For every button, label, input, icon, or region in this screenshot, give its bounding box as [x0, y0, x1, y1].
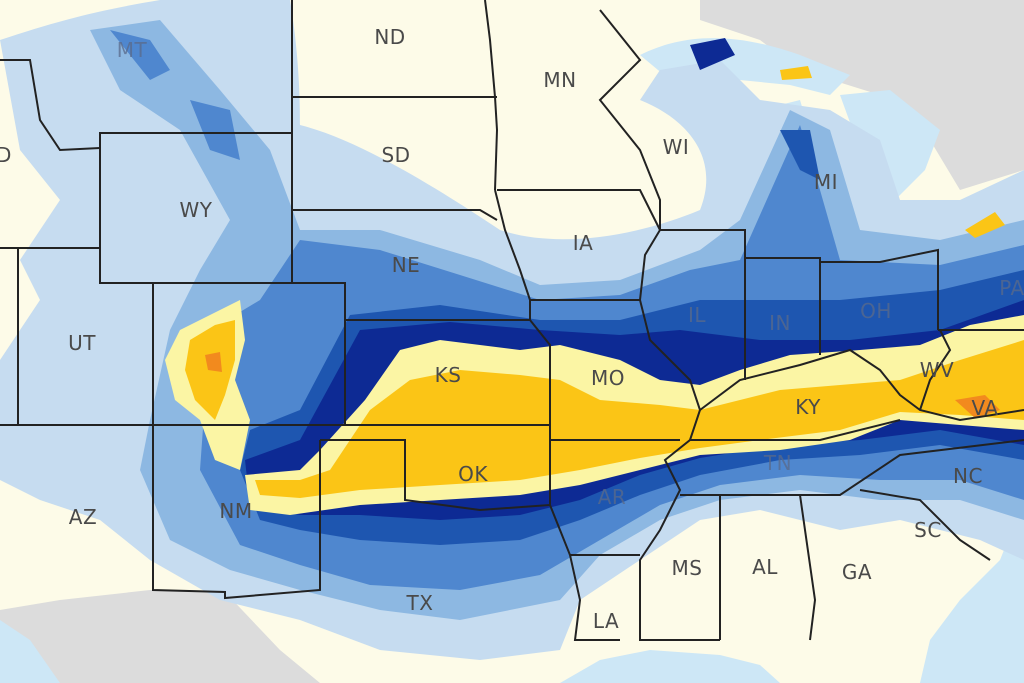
state-label-in: IN	[769, 311, 791, 335]
state-label-wv: WV	[919, 358, 955, 382]
atlantic-water	[920, 500, 1024, 683]
state-label-ok: OK	[458, 462, 488, 486]
state-label-id: D	[0, 143, 12, 167]
state-label-la: LA	[592, 609, 620, 633]
pacific-water	[0, 620, 60, 683]
state-label-wi: WI	[662, 135, 690, 159]
state-label-ut: UT	[68, 331, 96, 355]
state-label-ne: NE	[391, 253, 421, 277]
state-borders	[0, 0, 1024, 641]
gulf-water	[560, 650, 780, 683]
canada-land	[700, 0, 1024, 190]
state-label-al: AL	[752, 555, 778, 579]
lake-effect-yellow	[780, 66, 1005, 238]
state-label-mi: MI	[813, 170, 839, 194]
state-label-ga: GA	[841, 560, 873, 584]
state-label-ia: IA	[572, 231, 594, 255]
state-label-va: VA	[971, 396, 999, 420]
state-label-ms: MS	[671, 556, 703, 580]
mexico-land	[0, 590, 320, 683]
state-label-sc: SC	[914, 518, 942, 542]
state-label-mo: MO	[591, 366, 625, 390]
state-label-ar: AR	[597, 485, 627, 509]
state-label-nm: NM	[219, 499, 253, 523]
state-label-tn: TN	[763, 451, 793, 475]
state-label-ks: KS	[434, 363, 462, 387]
state-label-mt: MT	[116, 38, 148, 62]
band-7	[185, 320, 1024, 498]
state-label-nd: ND	[374, 25, 406, 49]
state-label-pa: PA	[999, 276, 1024, 300]
state-label-ky: KY	[795, 395, 821, 419]
state-label-tx: TX	[406, 591, 434, 615]
state-label-sd: SD	[381, 143, 411, 167]
state-label-nc: NC	[953, 464, 983, 488]
state-label-il: IL	[687, 303, 707, 327]
state-label-oh: OH	[860, 299, 892, 323]
state-label-wy: WY	[179, 198, 213, 222]
state-label-az: AZ	[68, 505, 98, 529]
state-label-mn: MN	[543, 68, 577, 92]
